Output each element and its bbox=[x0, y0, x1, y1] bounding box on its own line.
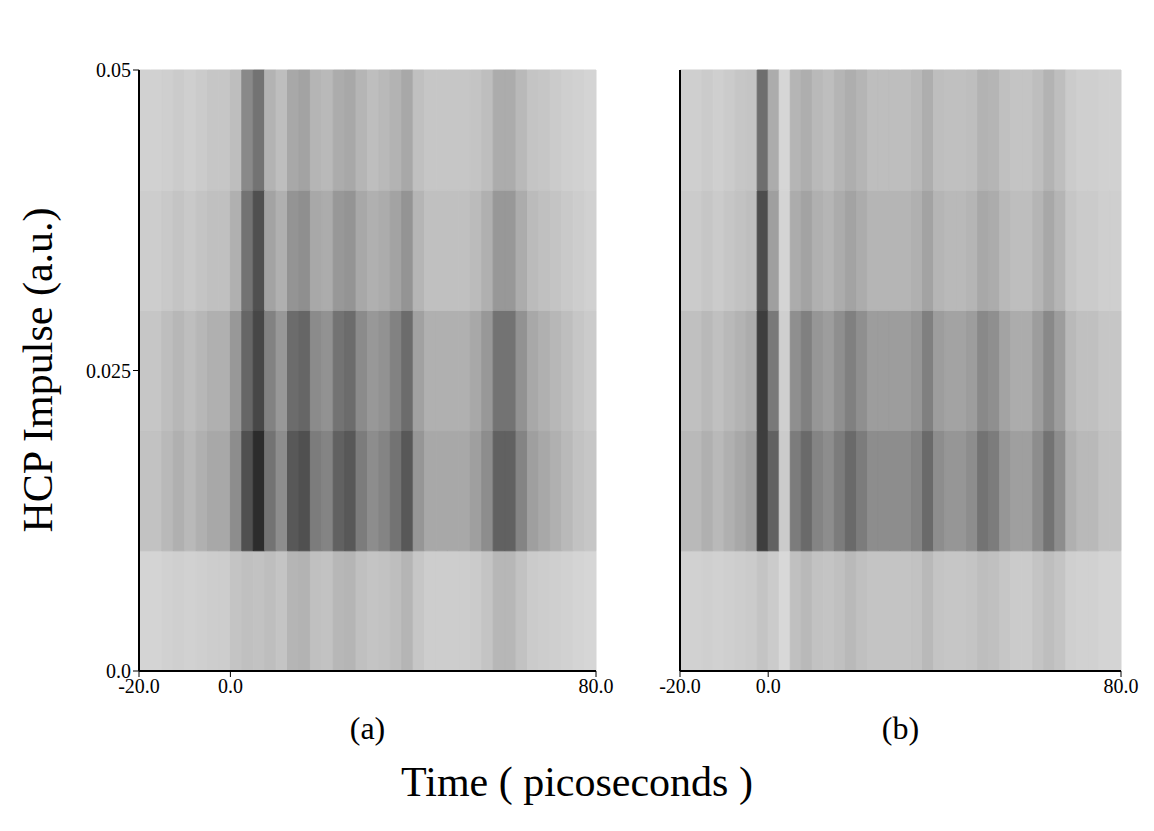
svg-text:0.0: 0.0 bbox=[218, 675, 243, 697]
svg-text:80.0: 80.0 bbox=[1104, 675, 1139, 697]
svg-text:0.0: 0.0 bbox=[106, 660, 131, 682]
html-text:HCP Impulse (a.u.): HCP Impulse (a.u.) bbox=[15, 207, 61, 533]
svg-text:0.0: 0.0 bbox=[756, 675, 781, 697]
svg-text:80.0: 80.0 bbox=[579, 675, 614, 697]
svg-text:0.05: 0.05 bbox=[96, 59, 131, 81]
svg-text:-20.0: -20.0 bbox=[659, 675, 701, 697]
svg-text:-20.0: -20.0 bbox=[118, 675, 160, 698]
html-text:Time ( picoseconds ): Time ( picoseconds ) bbox=[401, 759, 753, 805]
html-text:(a): (a) bbox=[349, 710, 386, 746]
svg-text:0.025: 0.025 bbox=[86, 360, 131, 382]
html-text:(b): (b) bbox=[881, 710, 920, 746]
